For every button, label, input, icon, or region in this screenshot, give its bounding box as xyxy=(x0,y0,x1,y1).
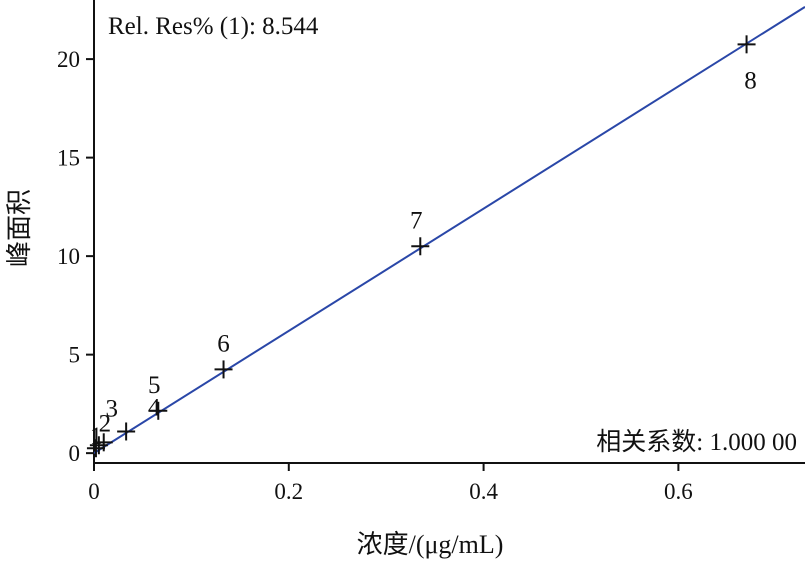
x-tick-label: 0 xyxy=(88,479,100,504)
y-tick-label: 20 xyxy=(57,47,80,72)
point-label: 5 xyxy=(148,372,161,399)
y-tick-label: 15 xyxy=(57,146,80,171)
fit-line-layer xyxy=(93,6,805,454)
point-label: 6 xyxy=(217,330,230,357)
axis-ticks-layer: 0 0.2 0.4 0.6 0 5 10 15 20 xyxy=(57,47,693,504)
y-tick-label: 0 xyxy=(69,441,81,466)
correlation-annotation: 相关系数: 1.000 00 xyxy=(596,428,797,456)
y-axis-title: 峰面积 xyxy=(5,189,34,267)
y-tick-label: 10 xyxy=(57,244,80,269)
data-point: 6 xyxy=(214,330,233,379)
point-label: 2 xyxy=(99,410,112,437)
x-tick-label: 0.6 xyxy=(664,479,693,504)
x-tick-label: 0.2 xyxy=(274,479,303,504)
data-point: 7 xyxy=(410,207,430,256)
point-label: 7 xyxy=(410,207,423,234)
x-axis-title: 浓度/(μg/mL) xyxy=(357,530,504,559)
plot-frame xyxy=(93,0,805,464)
data-point: 5 xyxy=(148,372,168,420)
x-tick-label: 0.4 xyxy=(469,479,498,504)
data-point: 3 xyxy=(94,395,118,452)
point-label: 3 xyxy=(105,395,118,422)
y-tick-label: 5 xyxy=(69,343,81,368)
fit-line xyxy=(93,6,805,454)
point-label: 8 xyxy=(744,67,757,94)
rel-res-annotation: Rel. Res% (1): 8.544 xyxy=(108,13,319,40)
data-point: 8 xyxy=(737,35,757,94)
data-point: 2 xyxy=(89,410,112,455)
